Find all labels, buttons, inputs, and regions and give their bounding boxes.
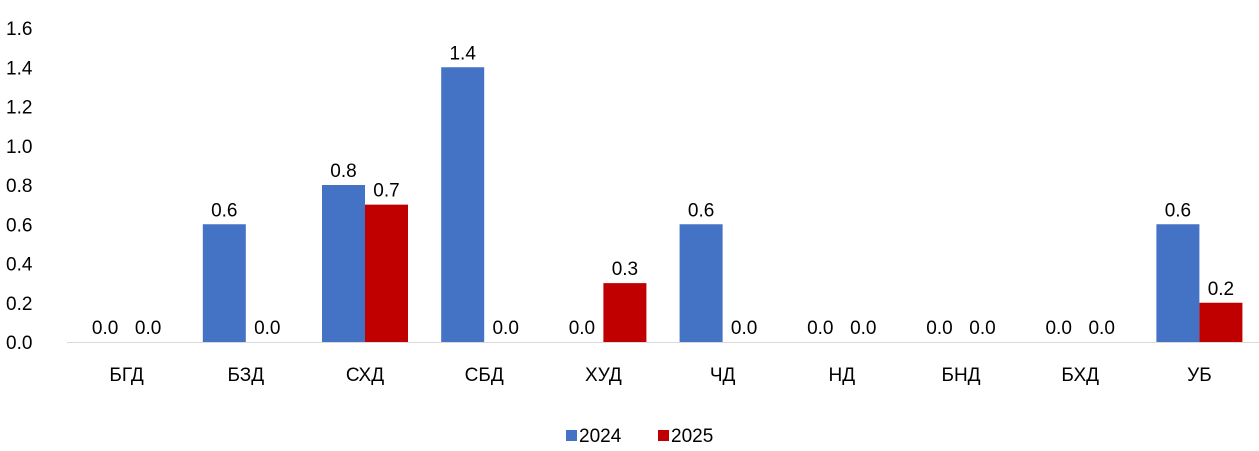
data-label-2024: 0.6 — [1165, 200, 1191, 221]
legend: 2024 2025 — [566, 426, 713, 447]
data-label-2024: 0.6 — [211, 200, 237, 221]
data-label-2025: 0.0 — [254, 318, 280, 339]
legend-label-2025: 2025 — [671, 426, 713, 446]
x-category-label: БНД — [941, 365, 980, 386]
data-label-2025: 0.0 — [492, 318, 518, 339]
data-label-2024: 0.8 — [330, 161, 356, 182]
data-label-2024: 0.0 — [926, 318, 952, 339]
data-label-2025: 0.3 — [612, 259, 638, 280]
y-tick-label: 1.2 — [6, 98, 32, 119]
y-tick-label: 0.6 — [6, 215, 32, 236]
y-tick-label: 0.4 — [6, 255, 33, 276]
data-label-2025: 0.0 — [850, 318, 876, 339]
y-tick-label: 1.6 — [6, 19, 32, 40]
bar-2025 — [603, 283, 647, 342]
x-category-label: СХД — [346, 365, 384, 386]
y-tick-label: 0.8 — [6, 176, 32, 197]
data-label-2025: 0.2 — [1208, 279, 1234, 300]
y-tick-label: 1.0 — [6, 137, 32, 158]
y-tick-label: 1.4 — [6, 58, 33, 79]
legend-swatch-2025 — [658, 430, 669, 441]
legend-label-2024: 2024 — [579, 426, 622, 446]
x-category-label: БГД — [109, 365, 143, 386]
data-label-2025: 0.0 — [731, 318, 757, 339]
x-category-label: БЗД — [227, 365, 264, 386]
y-axis-ticks: 0.0 0.2 0.4 0.6 0.8 1.0 1.2 1.4 1.6 — [6, 19, 33, 354]
x-category-label: БХД — [1061, 365, 1099, 386]
data-label-2024: 0.0 — [807, 318, 833, 339]
x-category-label: СБД — [465, 365, 504, 386]
data-label-2024: 0.0 — [569, 318, 595, 339]
x-category-label: ХУД — [585, 365, 622, 386]
legend-swatch-2024 — [566, 430, 577, 441]
bar-2024 — [679, 224, 723, 342]
bar-2025 — [1199, 302, 1243, 342]
data-label-2025: 0.7 — [373, 181, 399, 202]
data-label-2025: 0.0 — [969, 318, 995, 339]
data-label-2024: 0.0 — [1045, 318, 1071, 339]
data-labels-group: 0.0 0.0 0.6 0.0 0.8 0.7 1.4 0.0 0.0 0.3 0.6 0.0 0.0 0… — [92, 43, 1234, 339]
bars-group — [202, 67, 1243, 342]
data-label-2024: 0.0 — [92, 318, 118, 339]
data-label-2025: 0.0 — [135, 318, 161, 339]
bar-2024 — [441, 67, 485, 342]
data-label-2024: 1.4 — [449, 43, 476, 64]
x-category-label: НД — [829, 365, 856, 386]
data-label-2025: 0.0 — [1088, 318, 1114, 339]
x-category-label: УБ — [1187, 365, 1212, 386]
bar-2024 — [202, 224, 246, 342]
data-label-2024: 0.6 — [688, 200, 714, 221]
x-category-label: ЧД — [710, 365, 736, 386]
bar-2025 — [365, 204, 408, 342]
y-tick-label: 0.0 — [6, 333, 32, 354]
bar-2024 — [1156, 224, 1200, 342]
y-tick-label: 0.2 — [6, 294, 32, 315]
bar-2024 — [322, 185, 365, 342]
category-labels-group: БГД БЗД СХД СБД ХУД ЧД НД БНД БХД УБ — [109, 365, 1211, 386]
